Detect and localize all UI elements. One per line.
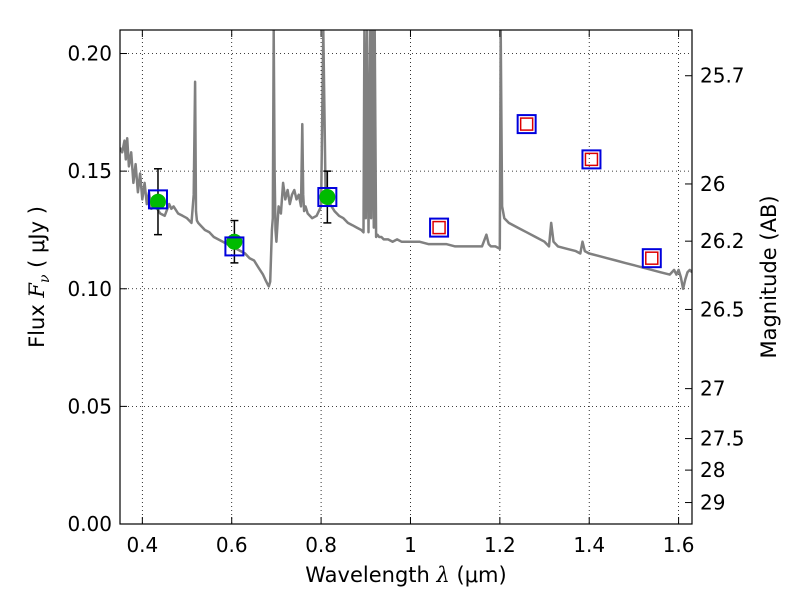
x-tick-label: 1 (404, 533, 417, 557)
predicted-square (645, 251, 659, 265)
y-tick-label: 0.20 (67, 42, 112, 66)
model-band-square (147, 189, 168, 210)
magnitude-tick-label: 26.5 (700, 297, 745, 321)
observed-point (226, 233, 243, 250)
y-axis-label-symbol: F (25, 282, 49, 299)
plot-frame (119, 29, 693, 525)
x-tick-label: 1.6 (663, 533, 695, 557)
predicted-square (584, 152, 599, 167)
model-band-square (317, 187, 338, 208)
model-band-square (429, 217, 450, 238)
magnitude-tick-label: 26 (700, 172, 725, 196)
predicted-square (519, 117, 534, 131)
plot-content (120, 30, 692, 291)
y-tick-label: 0.10 (67, 277, 112, 301)
magnitude-tick-label: 27 (700, 377, 725, 401)
x-axis-label-unit: (μm) (450, 563, 507, 587)
y-tick-label: 0.05 (67, 394, 112, 418)
predicted-square (432, 220, 446, 235)
model-band-square (516, 114, 537, 135)
x-axis-ticks: 0.4 0.6 0.8 1 1.2 1.4 1.6 (126, 30, 695, 557)
magnitude-axis-ticks: 25.7 26 26.2 26.5 27 27.5 28 29 (685, 64, 745, 515)
observed-point (319, 189, 336, 206)
y-tick-label: 0.15 (67, 159, 112, 183)
magnitude-tick-label: 28 (700, 458, 725, 482)
y-axis-label-prefix: Flux (25, 298, 49, 348)
y-axis-label-unit: ( μJy ) (25, 206, 49, 274)
x-axis-label-prefix: Wavelength (305, 563, 436, 587)
x-tick-label: 0.8 (305, 533, 337, 557)
x-tick-label: 1.2 (484, 533, 516, 557)
x-tick-label: 0.4 (126, 533, 158, 557)
magnitude-tick-label: 26.2 (700, 229, 745, 253)
model-band-square (581, 149, 602, 170)
y-axis-ticks: 0.00 0.05 0.10 0.15 0.20 (67, 42, 127, 536)
model-band-square (224, 236, 245, 257)
y-tick-label: 0.00 (67, 512, 112, 536)
predicted-markers (432, 117, 659, 265)
x-tick-label: 0.6 (216, 533, 248, 557)
observed-point (149, 193, 166, 210)
y-axis-label: Flux Fν ( μJy ) (25, 206, 53, 348)
y-axis-label-subscript: ν (37, 274, 53, 283)
x-axis-label-symbol: λ (436, 563, 450, 587)
plot-background (120, 30, 692, 524)
model-band-markers (147, 114, 662, 269)
x-axis-label: Wavelength λ (μm) (305, 563, 506, 587)
x-tick-label: 1.4 (573, 533, 605, 557)
magnitude-tick-label: 29 (700, 491, 725, 515)
model-band-square (641, 248, 662, 269)
right-axis-label: Magnitude (AB) (757, 195, 781, 358)
magnitude-tick-label: 27.5 (700, 427, 745, 451)
magnitude-tick-label: 25.7 (700, 64, 745, 88)
